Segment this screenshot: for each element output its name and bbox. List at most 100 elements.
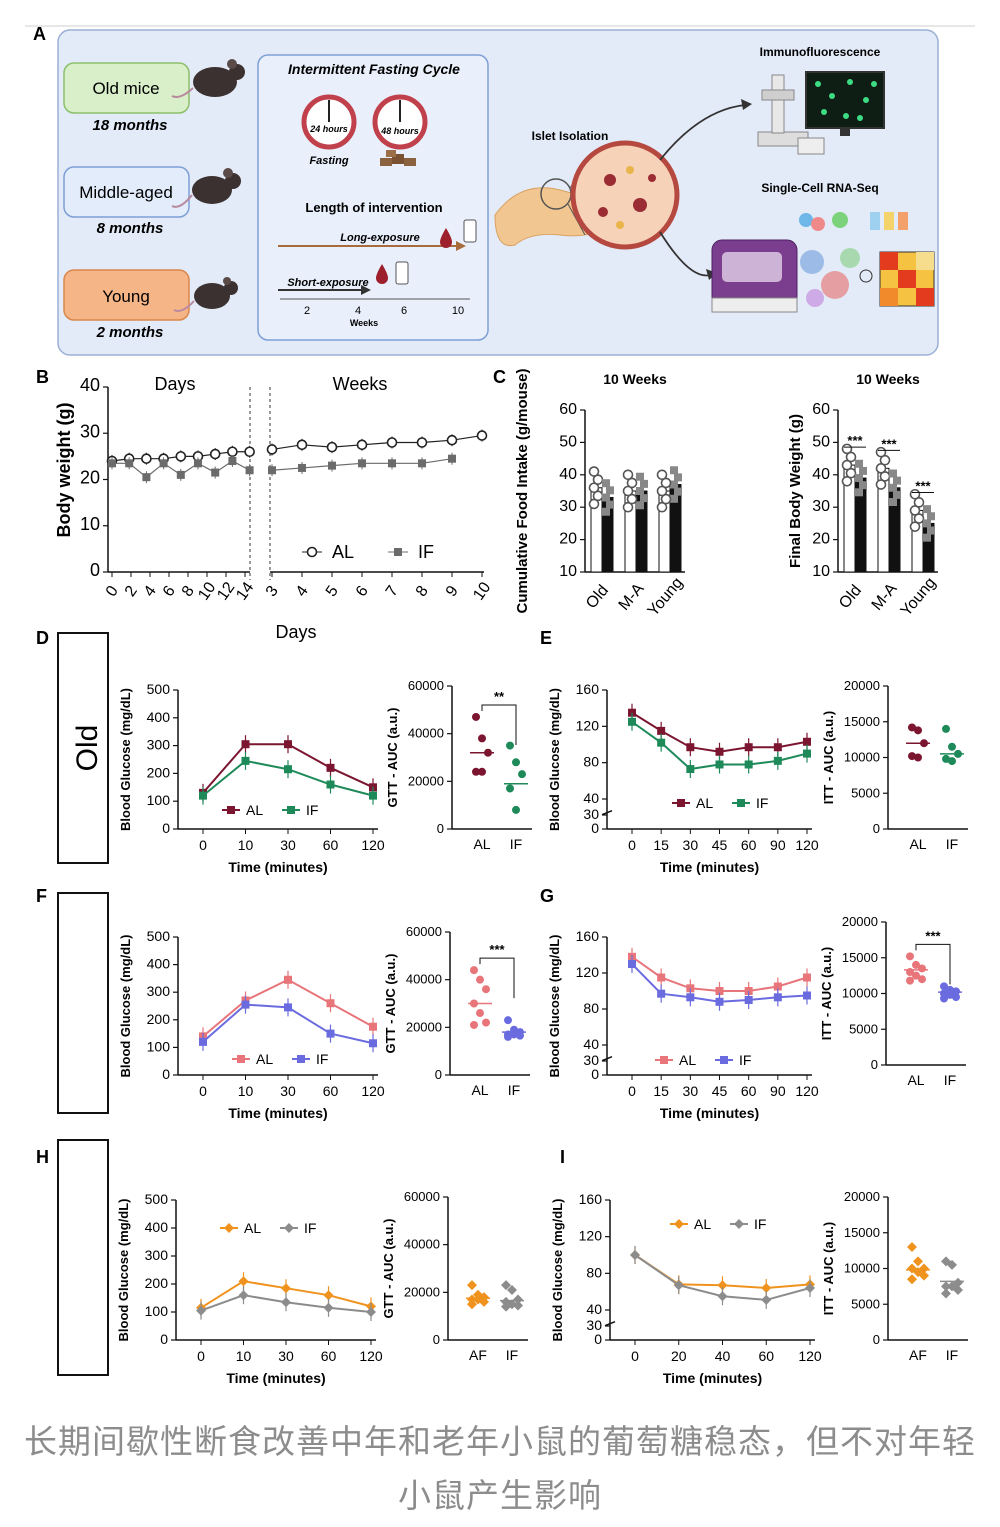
x-tick-label: 8 [179, 583, 198, 600]
data-point-al [588, 498, 600, 510]
x-tick-label: 15 [653, 1083, 669, 1099]
arrow-to-scrnaseq [659, 231, 711, 277]
cluster-icons [799, 212, 908, 231]
data-point-if [855, 474, 863, 483]
x-tick-label: 5 [323, 583, 342, 600]
y-tick-label: 5000 [851, 1296, 880, 1311]
data-point-al [238, 1276, 249, 1287]
y-tick-label: 5000 [849, 1021, 878, 1036]
data-point-if [893, 476, 901, 485]
y-axis-label: GTT - AUC (a.u.) [385, 708, 400, 808]
category-label: IF [946, 836, 958, 852]
x-axis-label: Time (minutes) [228, 859, 327, 875]
legend-marker [720, 1056, 728, 1064]
data-point-al [626, 477, 638, 489]
data-point-if [947, 1259, 957, 1270]
data-point-al [912, 971, 920, 980]
x-tick-label: 120 [359, 1348, 383, 1364]
x-tick-label: 40 [715, 1348, 731, 1364]
data-point-if [507, 1284, 517, 1295]
y-tick-label: 120 [576, 964, 600, 980]
y-axis-label: Blood Glucose (mg/dL) [118, 688, 133, 831]
y-tick-label: 200 [147, 1011, 171, 1027]
data-point-al [209, 448, 221, 460]
data-point-al [472, 767, 480, 776]
x-tick-label: 10 [238, 837, 254, 853]
legend-marker [287, 806, 295, 814]
legend-label-if: IF [418, 542, 434, 562]
data-point-al [913, 513, 925, 524]
data-point-if [674, 473, 682, 482]
category-label: Young [898, 574, 940, 619]
y-tick-label: 10 [812, 563, 830, 580]
legend-label-al: AL [332, 542, 354, 562]
axis-break [601, 809, 613, 816]
y-tick-label: 20000 [406, 1019, 442, 1034]
y-tick-label: 10000 [844, 750, 880, 765]
y-tick-label: 40 [586, 1301, 602, 1317]
mouse-icon [171, 59, 245, 98]
data-point-al [326, 441, 338, 453]
legend-marker-if [394, 548, 402, 556]
tsne-plot-icon [800, 248, 873, 307]
data-point-if [803, 749, 811, 758]
mouse-icon [173, 277, 238, 312]
data-point-if [855, 459, 863, 468]
data-point-if [673, 1280, 684, 1291]
category-label: IF [510, 836, 522, 852]
chart-e-old-itt-auc: 0 5000 10000 15000 20000 ITT - AUC (a.u.) AL IF [821, 678, 968, 852]
significance-stars: *** [847, 433, 863, 448]
data-point-al [773, 743, 782, 752]
data-point-if [923, 533, 931, 542]
data-point-al [478, 767, 486, 776]
chart-g-middle-itt-auc: 0 5000 10000 15000 20000 ITT - AUC (a.u.) AL IF… [819, 914, 966, 1088]
data-point-if [125, 459, 134, 468]
legend-label: AL [679, 1052, 696, 1068]
data-point-if [715, 997, 724, 1006]
data-point-al [908, 723, 916, 732]
data-point-if [448, 454, 456, 463]
x-tick-label: 60 [741, 837, 757, 853]
y-tick-label: 400 [147, 956, 171, 972]
data-point-if [952, 993, 960, 1002]
axis-break [604, 1320, 616, 1327]
data-point-if [670, 480, 678, 489]
mouse-icon [171, 168, 241, 208]
data-point-if [670, 466, 678, 475]
y-tick-label: 10 [559, 563, 577, 580]
x-tick-label: 9 [443, 583, 462, 600]
data-point-al [241, 740, 250, 749]
data-point-if [628, 717, 636, 726]
data-point-al [326, 763, 335, 772]
panel-letter-a: A [33, 24, 46, 44]
data-point-if [636, 472, 644, 481]
data-point-af [467, 1280, 477, 1291]
legend-label: IF [754, 1216, 766, 1232]
category-label: IF [946, 1347, 958, 1363]
y-tick-label: 300 [145, 1247, 169, 1263]
data-point-if [640, 479, 648, 488]
data-point-if [241, 756, 250, 765]
data-point-if [946, 990, 954, 999]
data-point-if [923, 505, 931, 514]
y-tick-label: 0 [162, 820, 170, 836]
x-tick-label: 20 [671, 1348, 687, 1364]
legend-marker-al [306, 546, 318, 558]
data-point-al [470, 1020, 478, 1029]
category-label: Old [836, 582, 865, 612]
data-point-if [241, 1000, 250, 1009]
y-tick-label: 60000 [404, 1189, 440, 1204]
legend-label: IF [756, 795, 768, 811]
data-point-al [588, 466, 600, 477]
category-label: AL [909, 836, 926, 852]
data-point-if [686, 993, 695, 1002]
x-tick-label: 60 [321, 1348, 337, 1364]
y-tick-label: 50 [812, 433, 830, 450]
data-point-if [323, 1302, 334, 1313]
y-tick-label: 500 [145, 1191, 169, 1207]
data-point-al [656, 485, 668, 497]
y-tick-label: 400 [147, 709, 171, 725]
data-point-al [356, 439, 368, 451]
y-tick-label: 300 [147, 983, 171, 999]
